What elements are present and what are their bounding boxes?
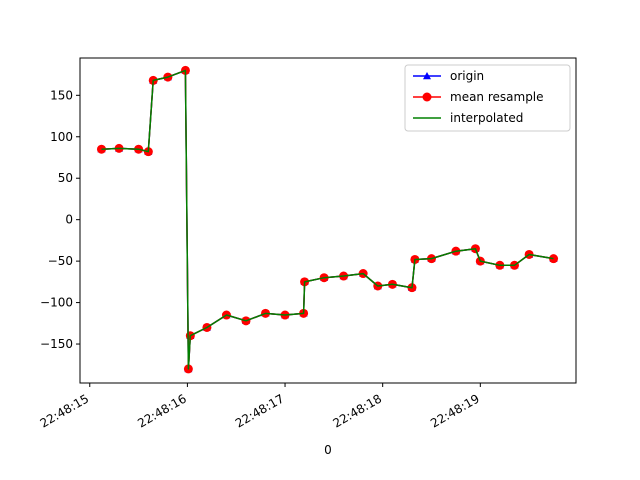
plot-frame	[79, 57, 577, 384]
data-point	[96, 144, 106, 154]
legend-label: origin	[450, 69, 484, 83]
legend-swatch-marker	[423, 72, 431, 80]
y-tick-label: −50	[48, 254, 73, 268]
y-tick-label: 50	[58, 171, 73, 185]
y-tick-label: 150	[50, 88, 73, 102]
series-interpolated	[101, 69, 554, 370]
y-tick-label: −150	[40, 337, 73, 351]
legend: origin mean resample interpolated	[404, 64, 571, 132]
legend-label: interpolated	[450, 111, 523, 125]
legend-item: origin	[413, 69, 484, 83]
legend-swatch-marker	[422, 92, 432, 102]
series-line	[101, 69, 554, 370]
y-tick-label: 100	[50, 130, 73, 144]
series-group	[96, 65, 559, 374]
legend-label: mean resample	[450, 90, 544, 104]
legend-item: interpolated	[413, 111, 523, 125]
x-axis-label: 0	[324, 443, 332, 457]
data-point	[549, 254, 559, 264]
plot-area	[96, 65, 559, 374]
legend-box	[404, 64, 571, 132]
y-tick-label: −100	[40, 296, 73, 310]
y-tick-label: 0	[65, 213, 73, 227]
legend-item: mean resample	[413, 90, 544, 104]
